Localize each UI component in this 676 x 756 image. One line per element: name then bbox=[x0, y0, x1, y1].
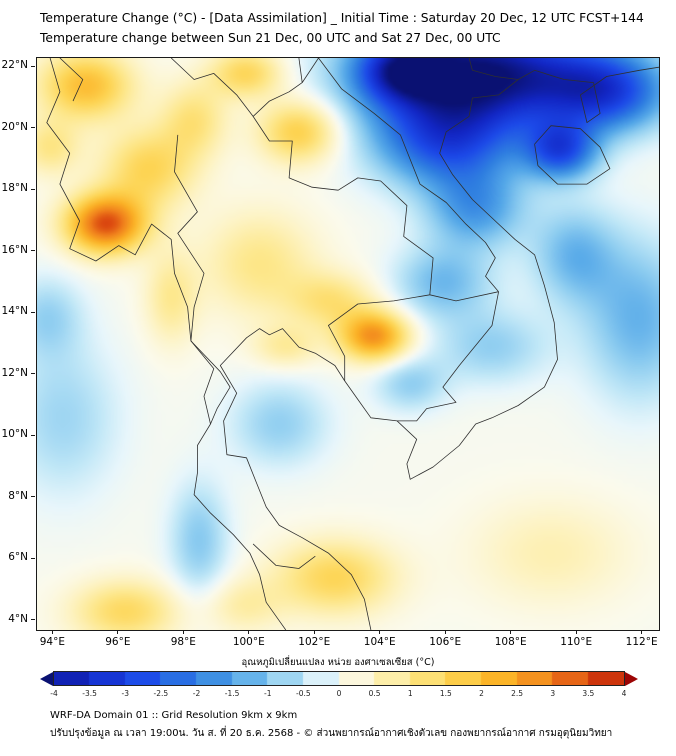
y-axis-tick-mark bbox=[31, 127, 35, 129]
y-axis-tick-mark bbox=[31, 557, 35, 559]
country-border-0 bbox=[174, 134, 231, 425]
x-axis-tick-mark bbox=[117, 630, 119, 634]
colorbar-tick-label: -1 bbox=[264, 689, 272, 698]
country-border-6 bbox=[468, 58, 519, 80]
coastline-0 bbox=[46, 58, 287, 630]
y-axis-tick-mark bbox=[31, 496, 35, 498]
x-axis-tick-mark bbox=[51, 630, 53, 634]
colorbar-tick-label: -2.5 bbox=[153, 689, 169, 698]
title-block: Temperature Change (°C) - [Data Assimila… bbox=[40, 8, 644, 48]
coastline-2 bbox=[534, 125, 611, 185]
y-axis-tick-mark bbox=[31, 373, 35, 375]
x-axis-tick-label: 94°E bbox=[39, 636, 65, 648]
colorbar-tick-label: 1.5 bbox=[439, 689, 452, 698]
x-axis-tick-mark bbox=[510, 630, 512, 634]
y-axis-tick-label: 8°N bbox=[8, 489, 28, 502]
country-border-4 bbox=[429, 291, 499, 302]
x-axis-tick-mark bbox=[182, 630, 184, 634]
map-plot-area bbox=[36, 57, 660, 631]
x-axis-tick-label: 100°E bbox=[232, 636, 265, 648]
colorbar-tick-label: -0.5 bbox=[296, 689, 311, 698]
y-axis-tick-mark bbox=[31, 65, 35, 67]
x-axis-tick-label: 96°E bbox=[105, 636, 131, 648]
colorbar-tick-label: -3.5 bbox=[82, 689, 97, 698]
colorbar-tick-label: -3 bbox=[121, 689, 129, 698]
coastline-1 bbox=[219, 66, 659, 630]
y-axis-tick-mark bbox=[31, 434, 35, 436]
x-axis-tick-label: 108°E bbox=[494, 636, 527, 648]
y-axis-tick-label: 14°N bbox=[1, 305, 28, 318]
country-border-2 bbox=[328, 294, 430, 381]
coastlines-borders-overlay bbox=[46, 58, 659, 630]
colorbar-tick-label: 2 bbox=[479, 689, 484, 698]
x-axis-tick-mark bbox=[248, 630, 250, 634]
colorbar-tick-label: 1 bbox=[407, 689, 413, 698]
colorbar bbox=[40, 671, 638, 686]
x-axis-tick-mark bbox=[444, 630, 446, 634]
country-border-9 bbox=[301, 58, 319, 83]
country-border-7 bbox=[170, 58, 254, 117]
country-border-8 bbox=[252, 58, 303, 117]
colorbar-tick-label: -4 bbox=[50, 689, 58, 698]
country-border-11 bbox=[59, 58, 84, 102]
footer-block: WRF-DA Domain 01 :: Grid Resolution 9km … bbox=[50, 707, 612, 743]
colorbar-tick-label: -1.5 bbox=[224, 689, 240, 698]
x-axis-tick-label: 110°E bbox=[560, 636, 593, 648]
y-axis-tick-mark bbox=[31, 619, 35, 621]
colorbar-label: อุณหภูมิเปลี่ยนแปลง หน่วย องศาเซลเซียส (… bbox=[241, 657, 435, 668]
y-axis-tick-label: 16°N bbox=[1, 243, 28, 256]
country-border-3 bbox=[318, 58, 499, 292]
x-axis-tick-mark bbox=[379, 630, 381, 634]
y-axis-tick-mark bbox=[31, 250, 35, 252]
colorbar-tick-label: -2 bbox=[192, 689, 201, 698]
y-axis-tick-label: 22°N bbox=[1, 59, 28, 72]
colorbar-body bbox=[53, 671, 625, 686]
country-border-10 bbox=[252, 543, 316, 569]
x-axis-tick-label: 104°E bbox=[363, 636, 396, 648]
footer-agency-info: ปรับปรุงข้อมูล ณ เวลา 19:00น. วัน ส. ที่… bbox=[50, 728, 613, 739]
colorbar-tick-label: 0.5 bbox=[368, 689, 381, 698]
x-axis-tick-mark bbox=[313, 630, 315, 634]
temperature-field-canvas bbox=[37, 58, 659, 630]
x-axis-tick-label: 102°E bbox=[298, 636, 331, 648]
title-line2: Temperature change between Sun 21 Dec, 0… bbox=[40, 31, 501, 45]
y-axis-tick-label: 18°N bbox=[1, 182, 28, 195]
colorbar-tick-label: 2.5 bbox=[511, 689, 524, 698]
country-border-1 bbox=[252, 116, 434, 295]
y-axis-tick-label: 10°N bbox=[1, 428, 28, 441]
y-axis-tick-label: 4°N bbox=[8, 612, 28, 625]
x-axis-tick-label: 98°E bbox=[170, 636, 196, 648]
x-axis-tick-mark bbox=[641, 630, 643, 634]
country-border-5 bbox=[397, 291, 499, 422]
y-axis-tick-mark bbox=[31, 311, 35, 313]
title-line1: Temperature Change (°C) - [Data Assimila… bbox=[40, 11, 644, 25]
x-axis-tick-label: 106°E bbox=[429, 636, 462, 648]
colorbar-tick-label: 4 bbox=[621, 689, 627, 698]
y-axis-tick-label: 12°N bbox=[1, 366, 28, 379]
colorbar-gradient-canvas bbox=[54, 672, 624, 685]
y-axis-tick-label: 20°N bbox=[1, 120, 28, 133]
x-axis-tick-label: 112°E bbox=[625, 636, 658, 648]
colorbar-tick-label: 3 bbox=[550, 689, 556, 698]
colorbar-tick-label: 3.5 bbox=[582, 689, 595, 698]
colorbar-right-arrow bbox=[625, 671, 638, 686]
footer-domain-info: WRF-DA Domain 01 :: Grid Resolution 9km … bbox=[50, 710, 298, 721]
y-axis-tick-mark bbox=[31, 188, 35, 190]
x-axis-tick-mark bbox=[575, 630, 577, 634]
y-axis-tick-label: 6°N bbox=[8, 551, 28, 564]
colorbar-left-arrow bbox=[40, 671, 53, 686]
colorbar-tick-label: 0 bbox=[336, 689, 342, 698]
